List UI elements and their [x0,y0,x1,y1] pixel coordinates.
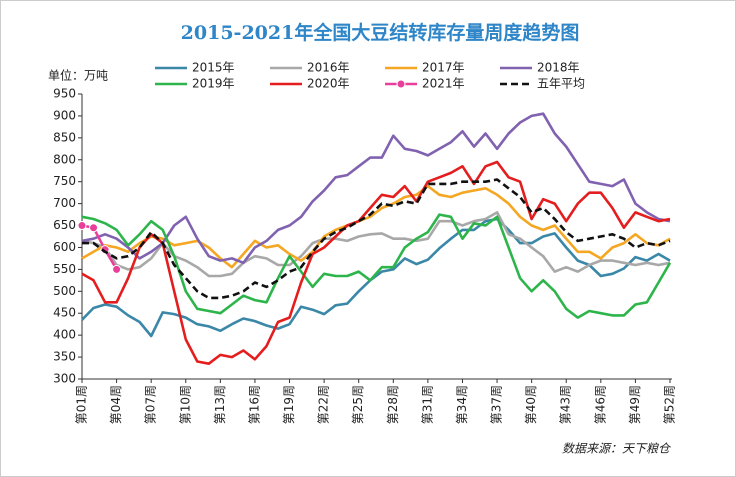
series-marker [77,221,87,231]
legend-label: 五年平均 [537,77,585,91]
series-marker [112,264,122,274]
chart-title: 2015-2021年全国大豆结转库存量周度趋势图 [181,21,580,44]
x-tick-label: 第43周 [559,385,573,424]
y-tick-label: 450 [53,306,76,320]
y-tick-label: 650 [53,218,76,232]
legend-label: 2017年 [422,61,465,75]
y-tick-label: 750 [53,174,76,188]
y-tick-label: 300 [53,372,76,386]
x-tick-label: 第13周 [213,385,227,424]
series-line [81,112,671,265]
y-tick-label: 950 [53,87,76,101]
y-tick-label: 400 [53,328,76,342]
legend-label: 2020年 [307,77,350,91]
x-tick-label: 第07周 [144,385,158,424]
y-tick-label: 800 [53,152,76,166]
series-line [82,178,671,300]
y-tick-label: 600 [53,240,76,254]
x-tick-label: 第01周 [75,385,89,424]
y-tick-label: 550 [53,262,76,276]
x-tick-label: 第52周 [663,385,677,424]
x-tick-label: 第04周 [109,385,123,424]
y-tick-label: 850 [53,130,76,144]
y-tick-label: 700 [53,196,76,210]
x-tick-label: 第19周 [282,385,296,424]
legend-marker [396,79,406,89]
series-line [81,211,671,278]
x-tick-label: 第22周 [317,385,331,424]
series-line [81,160,671,365]
legend-label: 2018年 [537,61,580,75]
x-tick-label: 第10周 [178,385,192,424]
y-axis-label: 单位：万吨 [48,68,108,83]
series-line [81,213,672,319]
legend-label: 2016年 [307,61,350,75]
y-tick-label: 900 [53,108,76,122]
x-tick-label: 第28周 [386,385,400,424]
series-line [81,184,671,269]
y-tick-label: 350 [53,350,76,364]
x-tick-label: 第37周 [490,385,504,424]
y-tick-label: 500 [53,284,76,298]
x-tick-label: 第31周 [420,385,434,424]
legend-label: 2021年 [422,77,465,91]
x-tick-label: 第16周 [247,385,261,424]
legend-label: 2019年 [192,77,235,91]
x-tick-label: 第25周 [351,385,365,424]
series-marker [89,223,99,233]
x-tick-label: 第34周 [455,385,469,424]
x-tick-label: 第40周 [524,385,538,424]
x-tick-label: 第49周 [628,385,642,424]
x-tick-label: 第46周 [593,385,607,424]
source: 数据来源：天下粮仓 [562,442,672,456]
legend-label: 2015年 [192,61,235,75]
series-line [81,224,118,271]
